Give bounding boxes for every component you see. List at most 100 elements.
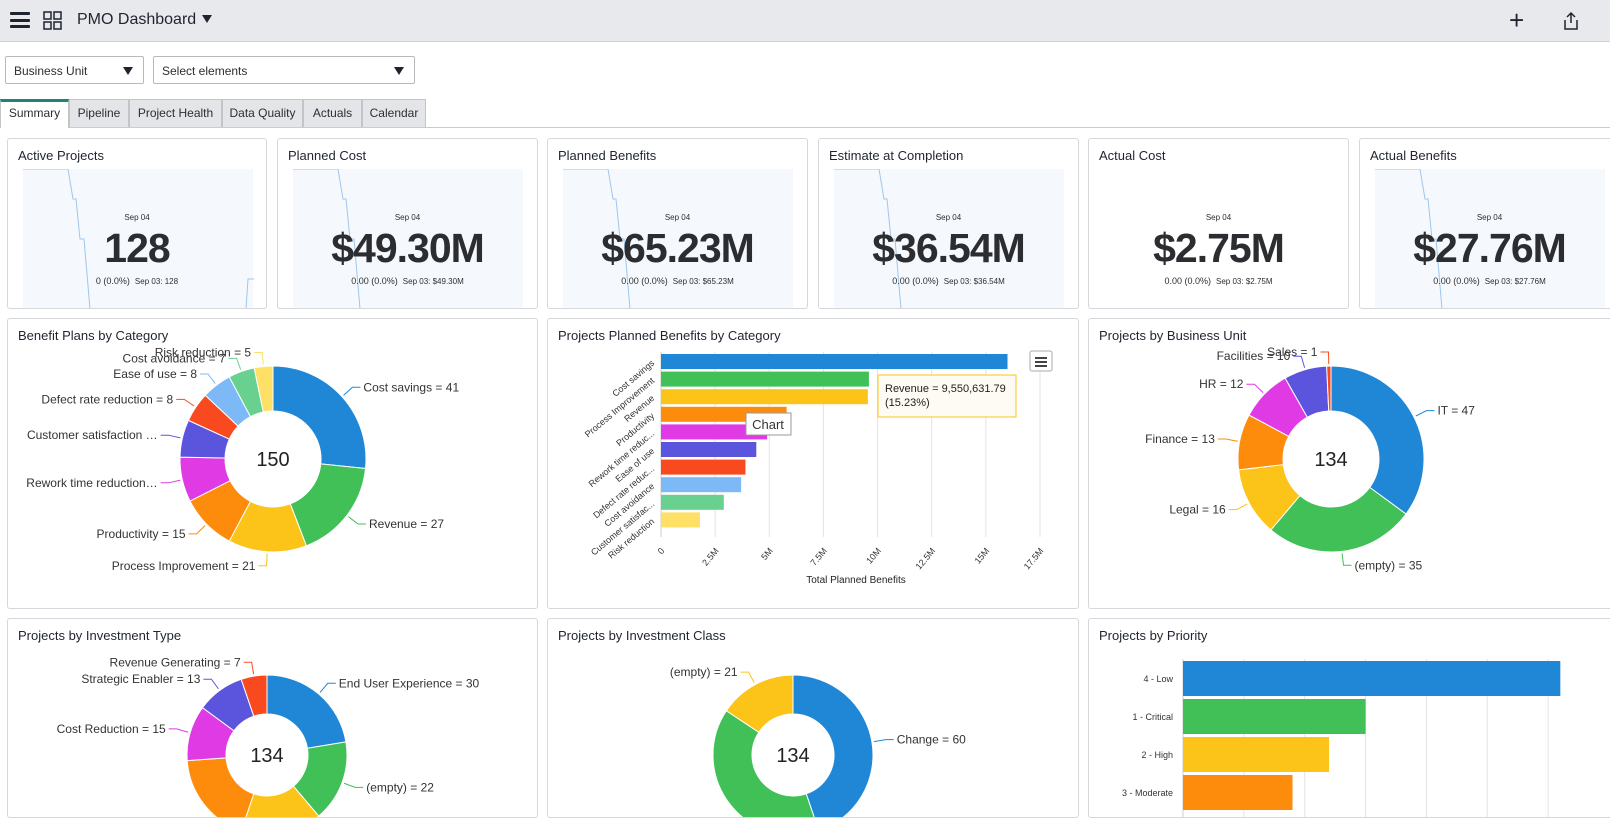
pie-leader-line bbox=[343, 782, 364, 788]
pie-leader-line bbox=[1293, 355, 1306, 368]
x-tick-label: 5M bbox=[759, 546, 775, 562]
pie-slice-it[interactable] bbox=[1330, 365, 1425, 515]
pie-leader-line bbox=[319, 682, 336, 693]
chevron-down-icon[interactable] bbox=[202, 15, 212, 23]
pie-slice-run[interactable] bbox=[712, 710, 819, 818]
bar-revenue[interactable] bbox=[661, 389, 868, 405]
investment-type-donut-chart[interactable]: End User Experience = 30 (empty) = 22 Cost… bbox=[8, 619, 538, 818]
x-tick-label: 2.5M bbox=[700, 546, 721, 568]
bar-cost-avoidance[interactable] bbox=[661, 477, 742, 493]
kpi-date: Sep 04 bbox=[124, 213, 150, 222]
kpi-card-actual-benefits[interactable]: Actual Benefits Sep 04 $27.76M 0.00 (0.0… bbox=[1359, 138, 1610, 309]
kpi-change: 0.00 (0.0%) Sep 03: $49.30M bbox=[278, 276, 537, 286]
pie-label: End User Experience = 30 bbox=[339, 676, 480, 690]
pie-leader-line bbox=[1341, 553, 1352, 566]
tab-pipeline[interactable]: Pipeline bbox=[69, 99, 129, 127]
kpi-card-estimate-at-completion[interactable]: Estimate at Completion Sep 04 $36.54M 0.… bbox=[818, 138, 1079, 309]
bar-rework-time-reduc[interactable] bbox=[661, 424, 768, 440]
tab-project-health[interactable]: Project Health bbox=[129, 99, 222, 127]
donut-center-total: 134 bbox=[1314, 449, 1347, 471]
dashboard-grid-icon[interactable] bbox=[43, 11, 62, 30]
investment-class-donut-chart[interactable]: Change = 60 (empty) = 21 134 bbox=[548, 619, 1079, 818]
panel-title: Benefit Plans by Category bbox=[18, 328, 169, 343]
pie-slice-empty[interactable] bbox=[725, 674, 794, 734]
pie-label: Customer satisfaction … bbox=[27, 428, 158, 442]
pie-label: Strategic Enabler = 13 bbox=[81, 672, 200, 686]
pie-slice-empty[interactable] bbox=[1270, 486, 1407, 553]
bar-risk-reduction[interactable] bbox=[661, 512, 700, 528]
pie-leader-line bbox=[228, 357, 242, 370]
tab-calendar[interactable]: Calendar bbox=[362, 99, 426, 127]
chart-menu-icon bbox=[1035, 365, 1047, 367]
panel-projects-by-investment-class: Projects by Investment Class Change = 60… bbox=[547, 618, 1079, 818]
y-tick-label: 1 - Critical bbox=[1132, 712, 1173, 722]
pie-label: Ease of use = 8 bbox=[113, 367, 197, 381]
pie-slice-cost-savings[interactable] bbox=[272, 365, 367, 470]
kpi-date: Sep 04 bbox=[1476, 213, 1503, 222]
bar-customer-satisfac[interactable] bbox=[661, 494, 724, 510]
bar-3-moderate[interactable] bbox=[1183, 775, 1293, 810]
kpi-title: Planned Benefits bbox=[558, 148, 657, 163]
kpi-previous: Sep 03: $27.76M bbox=[1484, 277, 1546, 286]
pie-slice-risk-reduction[interactable] bbox=[253, 365, 274, 413]
kpi-date: Sep 04 bbox=[394, 213, 421, 222]
pie-slice-change[interactable] bbox=[792, 674, 874, 818]
add-icon[interactable]: + bbox=[1509, 5, 1525, 35]
sparkline bbox=[834, 169, 1064, 308]
pie-label: Process Improvement = 21 bbox=[112, 559, 256, 573]
benefit-plans-donut-chart[interactable]: Cost savings = 41 Revenue = 27 Process Imp… bbox=[8, 319, 538, 609]
x-tick-label: 12.5M bbox=[914, 546, 938, 572]
bar-process-improvement[interactable] bbox=[661, 371, 869, 387]
tab-actuals[interactable]: Actuals bbox=[303, 99, 362, 127]
bar-ease-of-use[interactable] bbox=[661, 442, 757, 457]
pie-label: Revenue = 27 bbox=[369, 517, 444, 531]
kpi-card-planned-cost[interactable]: Planned Cost Sep 04 $49.30M 0.00 (0.0%) S… bbox=[277, 138, 538, 309]
kpi-change-value: 0.00 (0.0%) bbox=[892, 276, 939, 286]
pie-leader-line bbox=[160, 479, 181, 484]
panel-title: Projects by Priority bbox=[1099, 628, 1208, 643]
tooltip-box bbox=[877, 374, 1017, 418]
priority-bar-chart[interactable]: 4 - Low 1 - Critical 2 - High 3 - Moderate bbox=[1089, 619, 1610, 818]
bar-defect-rate-reduc[interactable] bbox=[661, 459, 746, 475]
kpi-previous: Sep 03: $2.75M bbox=[1216, 277, 1273, 286]
bar-cost-savings[interactable] bbox=[661, 354, 1008, 369]
business-unit-donut-chart[interactable]: IT = 47 (empty) = 35 Legal = 16 Finance = 1… bbox=[1089, 319, 1610, 609]
kpi-change-value: 0.00 (0.0%) bbox=[351, 276, 398, 286]
chart-menu-icon bbox=[1035, 361, 1047, 363]
kpi-previous: Sep 03: 128 bbox=[134, 277, 179, 286]
donut-center-total: 150 bbox=[256, 449, 289, 471]
pie-slice-compliance[interactable] bbox=[186, 757, 255, 818]
kpi-previous: Sep 03: $36.54M bbox=[943, 277, 1005, 286]
y-tick-label: 4 - Low bbox=[1143, 674, 1173, 684]
menu-icon[interactable] bbox=[10, 12, 30, 28]
pie-slice-revenue-generating[interactable] bbox=[240, 674, 268, 717]
pie-label: (empty) = 21 bbox=[670, 665, 738, 679]
pie-label: Cost avoidance = 7 bbox=[123, 351, 226, 365]
kpi-card-planned-benefits[interactable]: Planned Benefits Sep 04 $65.23M 0.00 (0.… bbox=[547, 138, 808, 309]
kpi-card-actual-cost[interactable]: Actual Cost Sep 04 $2.75M 0.00 (0.0%) Sep… bbox=[1088, 138, 1349, 309]
dashboard-title[interactable]: PMO Dashboard bbox=[77, 11, 197, 28]
bar-1-critical[interactable] bbox=[1183, 699, 1366, 734]
pie-label: IT = 47 bbox=[1437, 404, 1475, 418]
tab-data-quality[interactable]: Data Quality bbox=[222, 99, 303, 127]
pie-leader-line bbox=[348, 516, 366, 525]
panel-title: Projects by Business Unit bbox=[1099, 328, 1247, 343]
business-unit-select[interactable]: Business Unit bbox=[5, 56, 144, 84]
x-tick-label: 7.5M bbox=[808, 546, 829, 568]
tooltip-label: Revenue = 9,550,631.79 bbox=[885, 383, 1006, 395]
select-elements-select[interactable]: Select elements bbox=[153, 56, 415, 84]
pie-slice-end-user-experience[interactable] bbox=[266, 674, 347, 749]
share-icon[interactable] bbox=[1562, 11, 1580, 31]
bar-2-high[interactable] bbox=[1183, 737, 1330, 772]
kpi-value: $65.23M bbox=[601, 225, 755, 271]
kpi-card-active-projects[interactable]: Active Projects Sep 04 128 0 (0.0%) Sep 0… bbox=[7, 138, 267, 309]
bar-4-low[interactable] bbox=[1183, 661, 1561, 696]
x-tick-label: 0 bbox=[656, 546, 667, 556]
pie-label: Cost savings = 41 bbox=[363, 380, 459, 394]
pie-slice-sales[interactable] bbox=[1326, 365, 1332, 412]
kpi-change: 0.00 (0.0%) Sep 03: $65.23M bbox=[548, 276, 807, 286]
panel-title: Projects Planned Benefits by Category bbox=[558, 328, 781, 343]
tab-summary[interactable]: Summary bbox=[0, 99, 69, 128]
panel-title: Projects by Investment Class bbox=[558, 628, 726, 643]
